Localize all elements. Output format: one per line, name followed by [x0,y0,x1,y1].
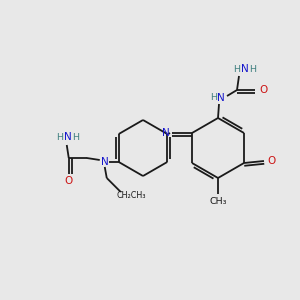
Text: N: N [101,157,109,167]
Text: H: H [233,64,241,74]
Text: H: H [250,64,256,74]
Text: O: O [64,176,73,186]
Text: CH₂CH₃: CH₂CH₃ [116,190,146,200]
Text: H: H [211,94,218,103]
Text: N: N [217,93,225,103]
Text: O: O [259,85,267,95]
Text: CH₃: CH₃ [209,197,227,206]
Text: H: H [72,133,79,142]
Text: H: H [56,133,63,142]
Text: N: N [241,64,249,74]
Text: O: O [268,156,276,166]
Text: N: N [162,128,170,138]
Text: N: N [64,132,72,142]
